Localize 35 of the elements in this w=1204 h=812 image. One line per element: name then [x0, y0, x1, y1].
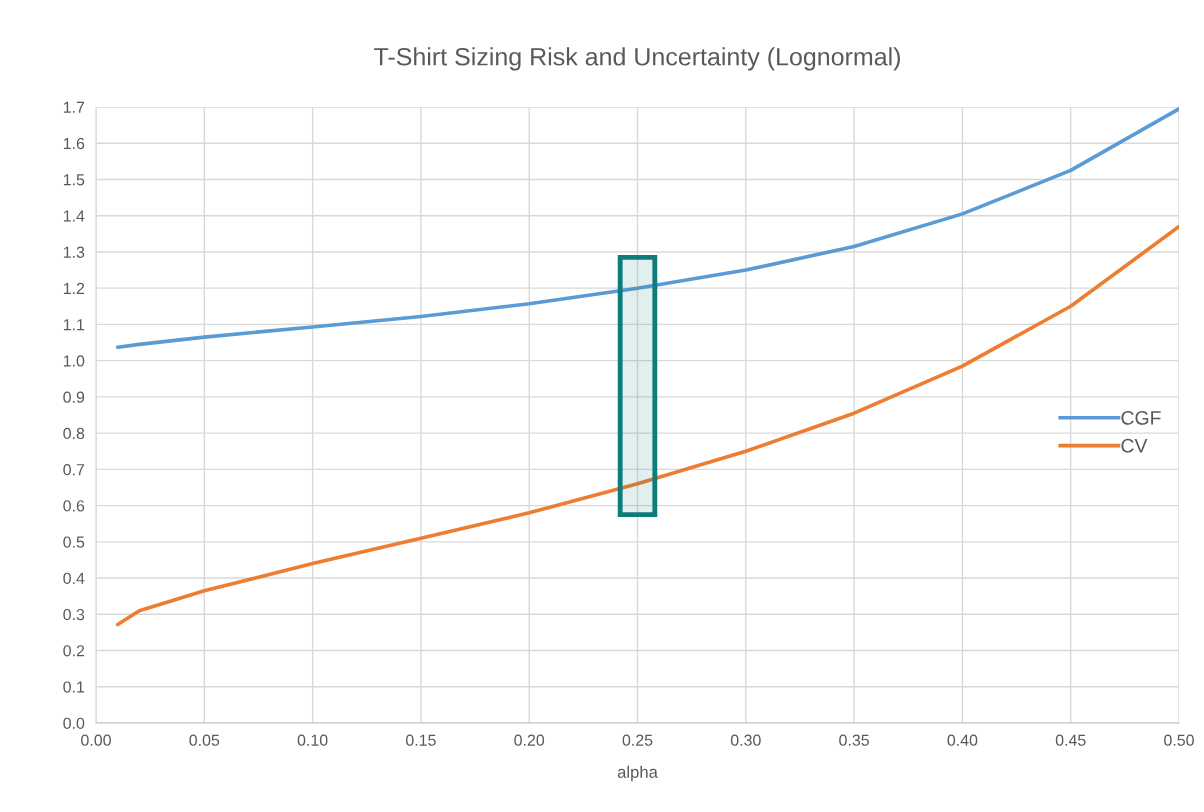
- legend-label: CGF: [1121, 411, 1161, 425]
- y-tick-label: 1.4: [63, 210, 85, 222]
- x-tick-label: 0.40: [947, 734, 978, 746]
- y-tick-label: 0.7: [63, 463, 85, 476]
- y-tick-label: 0.5: [63, 536, 85, 548]
- chart-title: T-Shirt Sizing Risk and Uncertainty (Lognormal): [374, 47, 900, 71]
- y-tick-label: 1.2: [63, 282, 85, 294]
- y-tick-label: 1.7: [63, 101, 85, 113]
- x-tick-label: 0.05: [189, 734, 220, 746]
- x-tick-label: 0.50: [1164, 734, 1194, 746]
- y-tick-label: 1.1: [63, 319, 85, 331]
- y-tick-label: 1.5: [63, 174, 85, 186]
- y-tick-label: 0.4: [63, 572, 85, 584]
- x-tick-label: 0.00: [81, 734, 111, 746]
- y-tick-label: 0.9: [63, 391, 85, 403]
- line-series: [115, 107, 1179, 350]
- y-tick-label: 0.0: [63, 717, 85, 729]
- y-tick-label: 1.0: [63, 355, 85, 367]
- x-tick-label: 0.45: [1055, 734, 1086, 746]
- y-tick-label: 0.8: [63, 427, 85, 440]
- y-tick-label: 1.3: [63, 246, 85, 258]
- line-series: [115, 224, 1179, 627]
- x-tick-label: 0.25: [622, 734, 653, 746]
- y-tick-label: 0.6: [63, 500, 85, 512]
- x-tick-label: 0.30: [730, 734, 761, 746]
- x-tick-label: 0.20: [514, 734, 545, 746]
- y-tick-label: 0.1: [63, 681, 85, 693]
- y-tick-label: 0.2: [63, 645, 85, 657]
- x-axis-title: alpha: [617, 765, 658, 782]
- x-tick-label: 0.15: [405, 734, 436, 746]
- legend-label: CV: [1121, 438, 1148, 453]
- y-tick-label: 0.3: [63, 608, 85, 621]
- y-tick-label: 1.6: [63, 137, 85, 150]
- x-tick-label: 0.35: [839, 734, 869, 746]
- x-tick-label: 0.10: [297, 734, 328, 746]
